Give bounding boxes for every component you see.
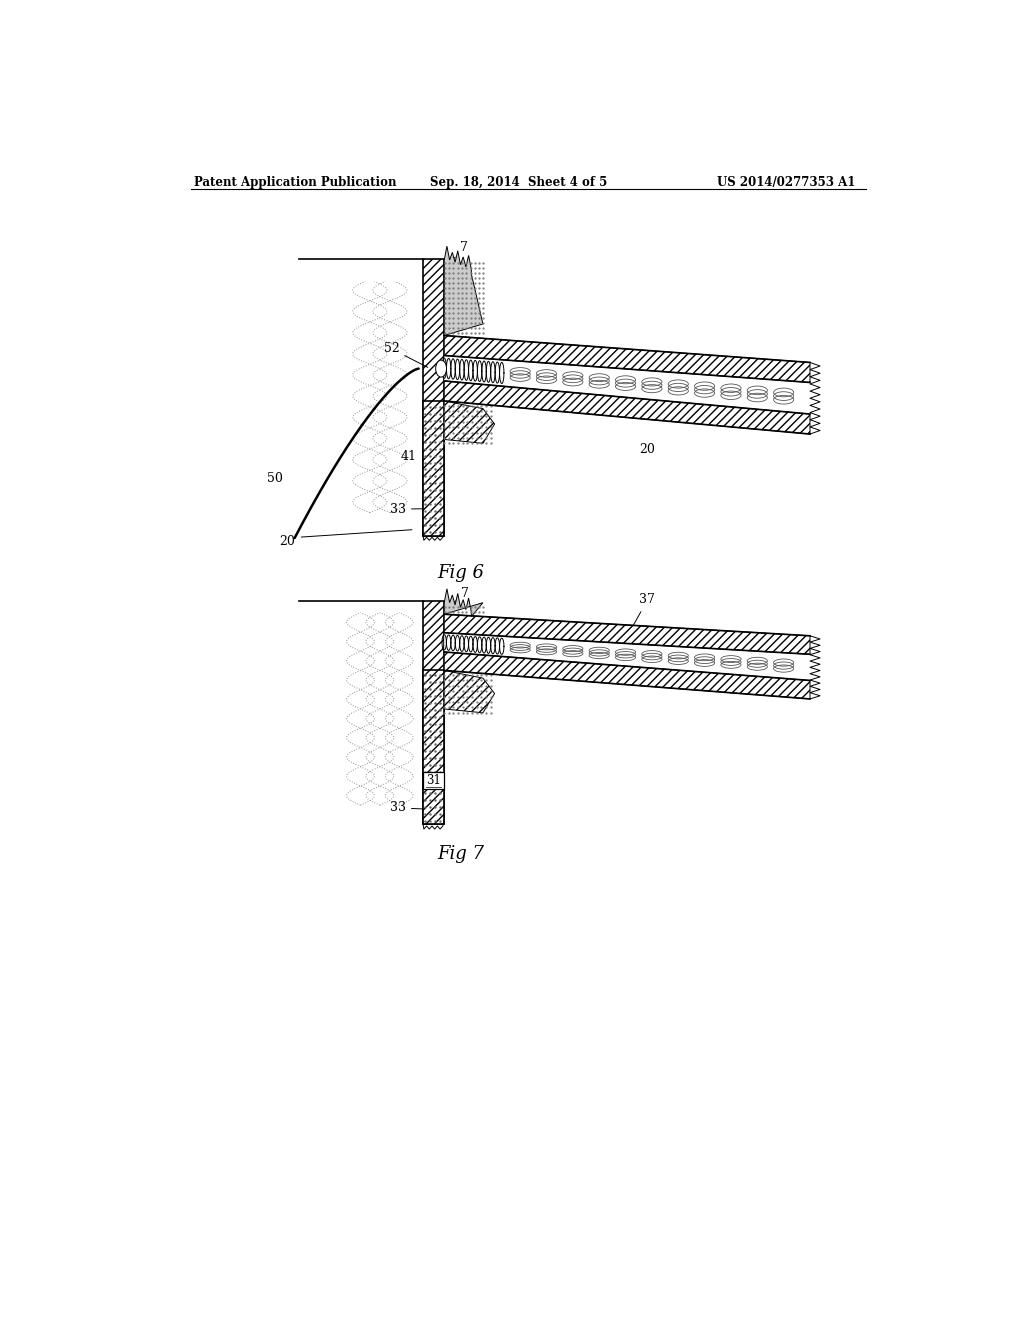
Polygon shape [444, 401, 495, 444]
Polygon shape [444, 381, 810, 434]
Text: Sep. 18, 2014  Sheet 4 of 5: Sep. 18, 2014 Sheet 4 of 5 [430, 176, 607, 189]
Polygon shape [444, 652, 810, 700]
Polygon shape [444, 614, 810, 655]
Polygon shape [444, 632, 810, 681]
Text: 37: 37 [633, 594, 655, 626]
Bar [423, 401, 444, 536]
Text: 50: 50 [267, 471, 284, 484]
Text: 33: 33 [390, 503, 423, 516]
Text: 7: 7 [450, 240, 468, 264]
Ellipse shape [435, 360, 446, 378]
FancyBboxPatch shape [423, 772, 444, 789]
Text: 31: 31 [426, 774, 440, 787]
Bar [423, 671, 444, 825]
Text: 41: 41 [400, 450, 417, 463]
Polygon shape [444, 335, 810, 383]
Text: 7: 7 [450, 587, 469, 606]
Text: Fig 6: Fig 6 [437, 564, 484, 582]
Text: Fig 7: Fig 7 [437, 845, 484, 863]
Polygon shape [444, 355, 810, 414]
Polygon shape [444, 589, 483, 616]
Bar [423, 259, 444, 536]
Text: US 2014/0277353 A1: US 2014/0277353 A1 [717, 176, 855, 189]
Text: 20: 20 [640, 442, 655, 455]
Polygon shape [444, 671, 495, 713]
Text: 52: 52 [384, 342, 428, 367]
Polygon shape [444, 246, 483, 335]
Text: 33: 33 [390, 801, 423, 814]
Text: 20: 20 [280, 535, 295, 548]
Bar [423, 601, 444, 825]
Text: Patent Application Publication: Patent Application Publication [194, 176, 396, 189]
